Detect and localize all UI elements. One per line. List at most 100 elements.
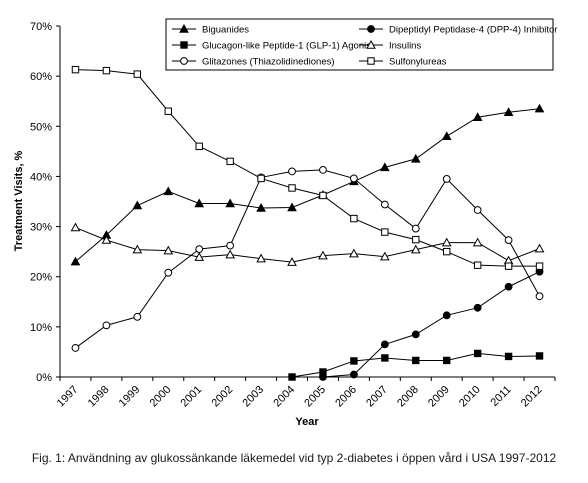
data-point xyxy=(535,352,544,360)
data-point xyxy=(504,236,513,245)
data-point xyxy=(504,262,513,270)
x-tick-label: 1997 xyxy=(55,384,81,410)
y-tick-label: 10% xyxy=(30,322,52,334)
legend-label: Biguanides xyxy=(202,25,249,36)
data-point xyxy=(350,357,358,365)
data-point xyxy=(443,356,451,365)
data-point xyxy=(367,25,375,33)
data-point xyxy=(410,244,421,254)
legend-label: Dipeptidyl Peptidase-4 (DPP-4) Inhibitor xyxy=(389,25,557,36)
data-point xyxy=(535,292,544,301)
data-point xyxy=(411,224,420,233)
data-point xyxy=(472,112,483,121)
data-point xyxy=(102,66,111,75)
legend-label: Insulins xyxy=(389,41,421,52)
data-point xyxy=(535,262,544,270)
data-point xyxy=(163,245,174,255)
data-point xyxy=(164,268,173,277)
legend-item: Glucagon-like Peptide-1 (GLP-1) Agonist xyxy=(172,41,374,52)
y-tick-label: 70% xyxy=(30,21,52,33)
data-point xyxy=(379,251,390,261)
legend-label: Sulfonylureas xyxy=(389,57,447,68)
data-point xyxy=(164,107,172,115)
y-tick-label: 40% xyxy=(30,171,52,183)
x-tick-label: 2002 xyxy=(209,384,235,410)
line-chart: 0%10%20%30%40%50%60%70%1997 1998 1999 2000 2… xyxy=(13,18,557,428)
data-point xyxy=(473,261,482,269)
x-tick-label: 1998 xyxy=(86,384,112,410)
data-point xyxy=(180,57,188,65)
data-point xyxy=(256,202,266,212)
x-tick-label: 2005 xyxy=(302,384,328,410)
data-point xyxy=(442,311,451,320)
legend-label: Glucagon-like Peptide-1 (GLP-1) Agonist xyxy=(202,41,374,52)
data-point xyxy=(288,184,296,192)
data-point xyxy=(380,200,389,209)
data-point xyxy=(179,23,189,33)
data-point xyxy=(194,198,205,208)
data-point xyxy=(70,222,81,232)
data-point xyxy=(367,57,375,65)
x-tick-label: 2012 xyxy=(519,384,545,410)
data-point xyxy=(411,330,420,339)
x-tick-label: 1999 xyxy=(117,384,143,410)
series-1 xyxy=(70,103,545,266)
data-point xyxy=(473,206,482,214)
data-point xyxy=(381,228,389,236)
y-tick-label: 50% xyxy=(30,121,52,133)
data-point xyxy=(288,373,296,381)
data-point xyxy=(102,321,111,330)
data-point xyxy=(350,214,358,223)
series-3 xyxy=(288,349,544,381)
series-2 xyxy=(319,267,544,381)
legend-item: Insulins xyxy=(359,39,421,52)
data-point xyxy=(225,198,236,208)
data-point xyxy=(257,174,265,183)
y-tick-label: 0% xyxy=(36,372,52,384)
x-tick-label: 2008 xyxy=(395,384,421,410)
x-tick-label: 2003 xyxy=(240,384,266,410)
data-point xyxy=(443,247,451,256)
y-tick-label: 20% xyxy=(30,272,52,284)
data-point xyxy=(163,186,174,196)
x-tick-label: 2009 xyxy=(426,384,452,410)
data-point xyxy=(70,256,81,266)
data-point xyxy=(71,65,80,74)
data-point xyxy=(287,202,297,212)
x-tick-label: 2010 xyxy=(457,384,483,410)
data-point xyxy=(534,243,545,253)
data-point xyxy=(381,354,389,362)
data-point xyxy=(132,244,143,254)
series-4 xyxy=(70,222,545,266)
x-tick-label: 2000 xyxy=(148,384,174,410)
data-point xyxy=(441,131,452,141)
data-point xyxy=(180,41,188,49)
y-tick-label: 60% xyxy=(30,71,52,83)
series-5 xyxy=(71,166,544,352)
x-axis-title: Year xyxy=(295,416,319,428)
legend-label: Glitazones (Thiazolidinediones) xyxy=(202,57,335,68)
series-line xyxy=(322,271,540,378)
x-tick-label: 2006 xyxy=(333,384,359,410)
series-6 xyxy=(71,65,544,270)
data-point xyxy=(194,252,205,261)
legend-item: Dipeptidyl Peptidase-4 (DPP-4) Inhibitor xyxy=(359,25,557,36)
x-tick-label: 2001 xyxy=(179,384,205,410)
y-axis-title: Treatment Visits, % xyxy=(13,150,25,251)
data-point xyxy=(133,70,142,78)
legend-item: Glitazones (Thiazolidinediones) xyxy=(172,57,335,68)
data-point xyxy=(472,237,483,247)
x-tick-label: 2004 xyxy=(271,384,297,410)
data-point xyxy=(319,191,327,200)
data-point xyxy=(379,162,390,172)
data-point xyxy=(226,157,234,166)
legend-item: Biguanides xyxy=(172,23,249,36)
data-point xyxy=(101,235,112,244)
data-point xyxy=(319,166,327,174)
series-line xyxy=(75,108,540,263)
data-point xyxy=(256,253,266,263)
data-point xyxy=(350,174,358,183)
data-point xyxy=(412,235,420,244)
series-line xyxy=(75,69,540,267)
